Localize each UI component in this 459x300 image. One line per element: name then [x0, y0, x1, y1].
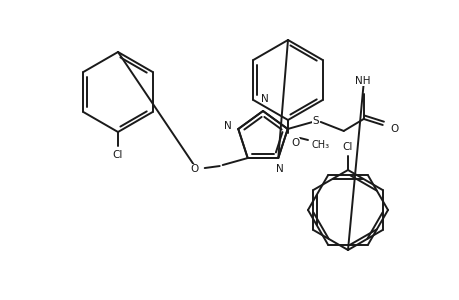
- Text: NH: NH: [354, 76, 369, 86]
- Text: O: O: [390, 124, 398, 134]
- Text: N: N: [261, 94, 269, 104]
- Text: CH₃: CH₃: [311, 140, 330, 150]
- Text: N: N: [223, 121, 231, 131]
- Text: Cl: Cl: [342, 142, 353, 152]
- Text: Cl: Cl: [112, 150, 123, 160]
- Text: O: O: [291, 138, 299, 148]
- Text: O: O: [190, 164, 198, 174]
- Text: S: S: [312, 116, 319, 126]
- Text: N: N: [276, 164, 284, 174]
